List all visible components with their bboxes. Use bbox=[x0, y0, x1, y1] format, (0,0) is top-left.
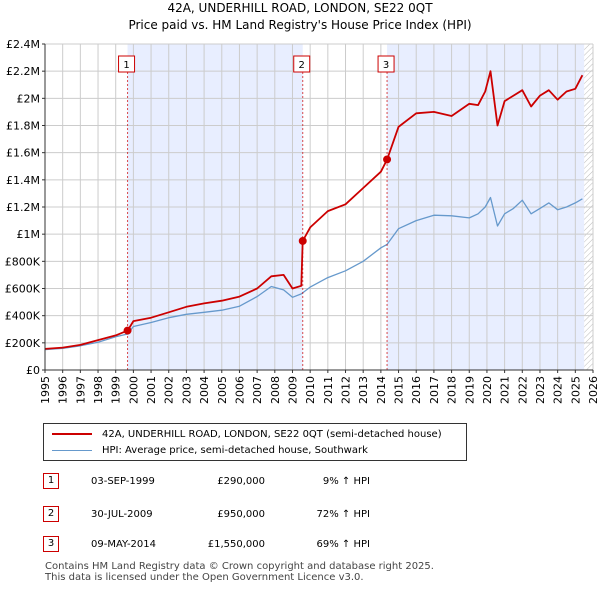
transaction-price: £1,550,000 bbox=[207, 539, 265, 550]
x-tick-label: 2015 bbox=[393, 376, 406, 404]
footer-line2: This data is licensed under the Open Gov… bbox=[45, 572, 364, 583]
series-line-property bbox=[44, 70, 584, 350]
series-line-hpi bbox=[44, 196, 583, 351]
transaction-markers: 1 2 3 bbox=[118, 55, 395, 370]
y-tick-label: £2.4M bbox=[6, 38, 40, 51]
x-tick-label: 2018 bbox=[446, 376, 459, 404]
y-tick-label: £2M bbox=[17, 92, 41, 105]
x-tick-label: 2011 bbox=[322, 376, 335, 404]
transaction-label: 2 bbox=[299, 60, 305, 71]
chart-title: 42A, UNDERHILL ROAD, LONDON, SE22 0QT Pr… bbox=[0, 0, 600, 34]
grid-lines bbox=[44, 43, 594, 371]
x-tick-label: 2014 bbox=[375, 376, 388, 404]
y-tick-label: £400K bbox=[5, 310, 41, 323]
legend-swatch-hpi bbox=[52, 449, 92, 451]
transaction-price: £950,000 bbox=[217, 509, 265, 520]
x-tick-label: 2012 bbox=[340, 376, 353, 404]
transaction-label: 1 bbox=[123, 60, 129, 71]
x-tick-label: 2009 bbox=[286, 376, 299, 404]
y-tick-label: £1.4M bbox=[6, 174, 40, 187]
transaction-badge: 2 bbox=[43, 506, 59, 522]
x-tick-label: 2008 bbox=[269, 376, 282, 404]
y-tick-label: £1.8M bbox=[6, 120, 40, 133]
x-tick-label: 2002 bbox=[163, 376, 176, 404]
x-tick-label: 2003 bbox=[180, 376, 193, 404]
transaction-hpi: 69% ↑ HPI bbox=[316, 539, 370, 550]
x-tick-label: 2017 bbox=[428, 376, 441, 404]
y-tick-label: £200K bbox=[5, 337, 41, 350]
y-tick-label: £1.2M bbox=[6, 201, 40, 214]
x-tick-label: 2024 bbox=[552, 376, 565, 404]
transaction-label-box bbox=[118, 55, 136, 73]
chart-title-line2: Price paid vs. HM Land Registry's House … bbox=[128, 18, 472, 32]
legend-swatch-property bbox=[52, 433, 92, 435]
y-tick-label: £600K bbox=[5, 283, 41, 296]
x-tick-label: 2005 bbox=[216, 376, 229, 404]
legend-label-hpi: HPI: Average price, semi-detached house,… bbox=[102, 445, 368, 456]
transaction-hpi: 72% ↑ HPI bbox=[316, 509, 370, 520]
y-tick-label: £800K bbox=[5, 255, 41, 268]
transaction-date: 30-JUL-2009 bbox=[91, 509, 153, 520]
x-tick-label: 2025 bbox=[569, 376, 582, 404]
transaction-label-box bbox=[293, 55, 311, 73]
sale-point bbox=[298, 236, 307, 245]
transaction-price: £290,000 bbox=[217, 476, 265, 487]
sale-point bbox=[383, 155, 392, 164]
x-tick-label: 1997 bbox=[74, 376, 87, 404]
x-tick-label: 2021 bbox=[499, 376, 512, 404]
axes: £0 £200K £400K £600K £800K £1M £1.2M £1.4M £1.6M… bbox=[5, 38, 600, 404]
x-tick-label: 2004 bbox=[198, 376, 211, 404]
footer-line1: Contains HM Land Registry data © Crown c… bbox=[45, 561, 434, 572]
x-tick-label: 2026 bbox=[587, 376, 600, 404]
x-tick-label: 2020 bbox=[481, 376, 494, 404]
y-tick-label: £1.6M bbox=[6, 147, 40, 160]
sale-point bbox=[123, 326, 132, 335]
x-tick-label: 2001 bbox=[145, 376, 158, 404]
x-tick-label: 1996 bbox=[57, 376, 70, 404]
legend-item-property: 42A, UNDERHILL ROAD, LONDON, SE22 0QT (s… bbox=[52, 427, 442, 443]
x-tick-label: 2013 bbox=[357, 376, 370, 404]
x-tick-label: 2016 bbox=[410, 376, 423, 404]
x-tick-label: 2019 bbox=[463, 376, 476, 404]
transaction-badge: 1 bbox=[43, 473, 59, 489]
transaction-date: 09-MAY-2014 bbox=[91, 539, 157, 550]
y-tick-label: £2.2M bbox=[6, 65, 40, 78]
transaction-label-box bbox=[377, 55, 395, 73]
x-tick-label: 2006 bbox=[233, 376, 246, 404]
x-tick-label: 2010 bbox=[304, 376, 317, 404]
x-tick-label: 2000 bbox=[127, 376, 140, 404]
x-tick-label: 2023 bbox=[534, 376, 547, 404]
x-tick-label: 1999 bbox=[110, 376, 123, 404]
x-tick-label: 1995 bbox=[39, 376, 52, 404]
transaction-date: 03-SEP-1999 bbox=[91, 476, 155, 487]
x-tick-label: 2007 bbox=[251, 376, 264, 404]
x-tick-label: 2022 bbox=[516, 376, 529, 404]
legend-item-hpi: HPI: Average price, semi-detached house,… bbox=[52, 443, 368, 459]
chart-title-line1: 42A, UNDERHILL ROAD, LONDON, SE22 0QT bbox=[167, 1, 433, 15]
transaction-badge: 3 bbox=[43, 536, 59, 552]
transaction-label: 3 bbox=[383, 60, 389, 71]
footer: Contains HM Land Registry data © Crown c… bbox=[45, 561, 434, 583]
transaction-hpi: 9% ↑ HPI bbox=[322, 476, 370, 487]
legend-label-property: 42A, UNDERHILL ROAD, LONDON, SE22 0QT (s… bbox=[102, 429, 442, 440]
legend: 42A, UNDERHILL ROAD, LONDON, SE22 0QT (s… bbox=[43, 423, 467, 461]
y-tick-label: £1M bbox=[17, 228, 41, 241]
series-lines bbox=[44, 70, 584, 351]
x-tick-label: 1998 bbox=[92, 376, 105, 404]
y-tick-label: £0 bbox=[26, 364, 40, 377]
